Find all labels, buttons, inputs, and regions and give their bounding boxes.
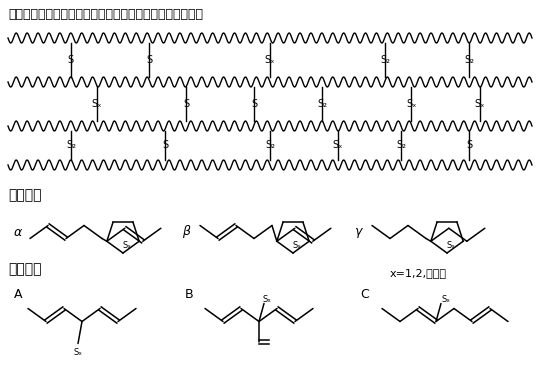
Text: x=1,2,・・・: x=1,2,・・・ [390, 268, 447, 278]
Text: S₂: S₂ [318, 99, 327, 109]
Text: Sₓ: Sₓ [123, 242, 132, 250]
Text: B: B [185, 288, 194, 301]
Text: S: S [251, 99, 258, 109]
Text: Sₓ: Sₓ [293, 242, 301, 250]
Text: A: A [14, 288, 23, 301]
Text: Sₓ: Sₓ [262, 295, 272, 304]
Text: S: S [183, 99, 189, 109]
Text: S₂: S₂ [66, 141, 76, 150]
Text: S₂: S₂ [464, 55, 474, 65]
Text: Sₓ: Sₓ [73, 348, 83, 357]
Text: S₂: S₂ [265, 141, 275, 150]
Text: Sₓ: Sₓ [406, 99, 417, 109]
Text: Sₓ: Sₓ [333, 141, 343, 150]
Text: S₂: S₂ [396, 141, 406, 150]
Text: Sₓ: Sₓ [474, 99, 485, 109]
Text: 硫黄架橋・網目構造（概念図：実際は三次元構造をとる）: 硫黄架橋・網目構造（概念図：実際は三次元構造をとる） [8, 8, 203, 21]
Text: 架橋構造: 架橋構造 [8, 262, 42, 276]
Text: α: α [14, 226, 22, 238]
Text: 環状構造: 環状構造 [8, 188, 42, 202]
Text: S: S [162, 141, 168, 150]
Text: Sₓ: Sₓ [265, 55, 275, 65]
Text: C: C [360, 288, 369, 301]
Text: S: S [68, 55, 74, 65]
Text: Sₓ: Sₓ [92, 99, 103, 109]
Text: γ: γ [354, 226, 361, 238]
Text: Sₓ: Sₓ [442, 295, 450, 304]
Text: S₂: S₂ [380, 55, 390, 65]
Text: β: β [182, 226, 190, 238]
Text: Sₓ: Sₓ [447, 242, 456, 250]
Text: S: S [466, 141, 472, 150]
Text: S: S [146, 55, 152, 65]
